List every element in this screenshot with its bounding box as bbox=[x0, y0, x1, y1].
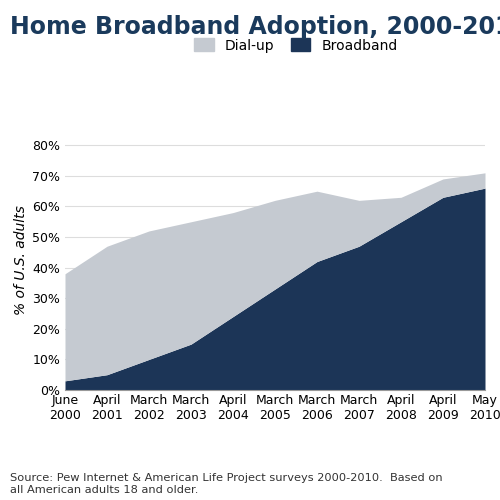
Text: Source: Pew Internet & American Life Project surveys 2000-2010.  Based on
all Am: Source: Pew Internet & American Life Pro… bbox=[10, 474, 442, 495]
Y-axis label: % of U.S. adults: % of U.S. adults bbox=[14, 205, 28, 315]
Text: Home Broadband Adoption, 2000-2010: Home Broadband Adoption, 2000-2010 bbox=[10, 15, 500, 39]
Legend: Dial-up, Broadband: Dial-up, Broadband bbox=[194, 38, 398, 52]
